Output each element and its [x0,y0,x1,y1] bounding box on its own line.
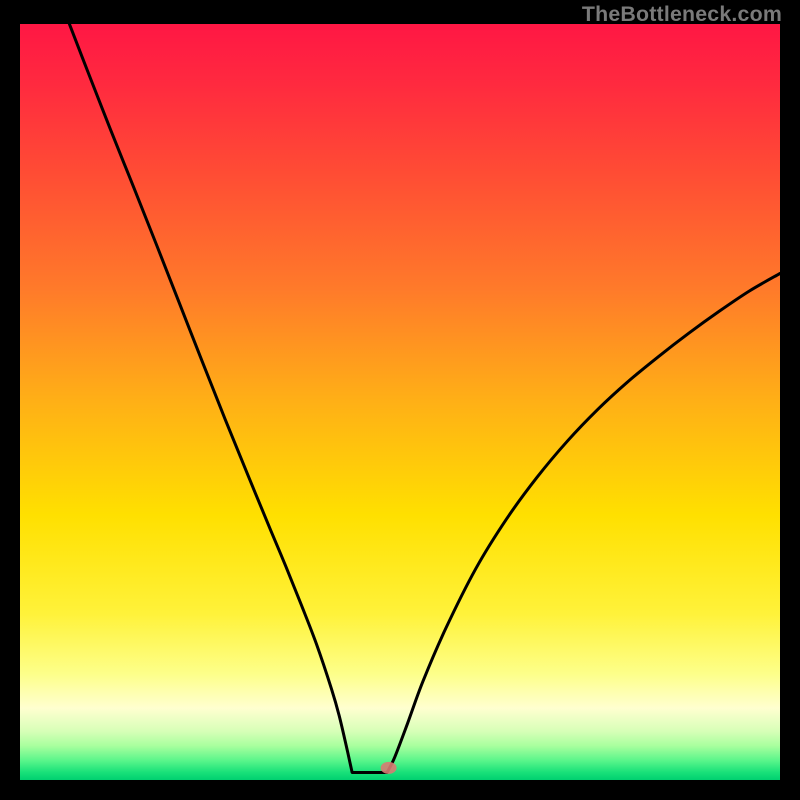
watermark-text: TheBottleneck.com [582,2,782,27]
bottleneck-chart [0,0,800,800]
gradient-background [20,24,780,780]
optimal-point-marker [381,762,397,774]
chart-frame: TheBottleneck.com [0,0,800,800]
